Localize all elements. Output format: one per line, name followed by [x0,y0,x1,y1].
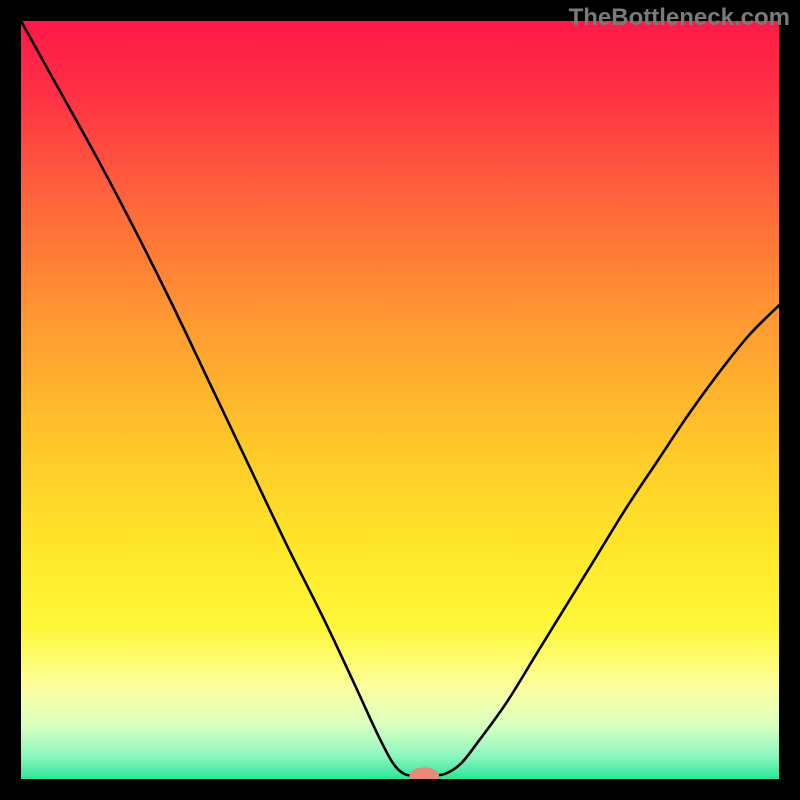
minimum-marker [409,767,439,779]
plot-area [21,21,779,779]
bottleneck-curve [21,21,779,776]
chart-frame: TheBottleneck.com [0,0,800,800]
watermark-text: TheBottleneck.com [569,4,790,32]
bottleneck-curve-svg [21,21,779,779]
